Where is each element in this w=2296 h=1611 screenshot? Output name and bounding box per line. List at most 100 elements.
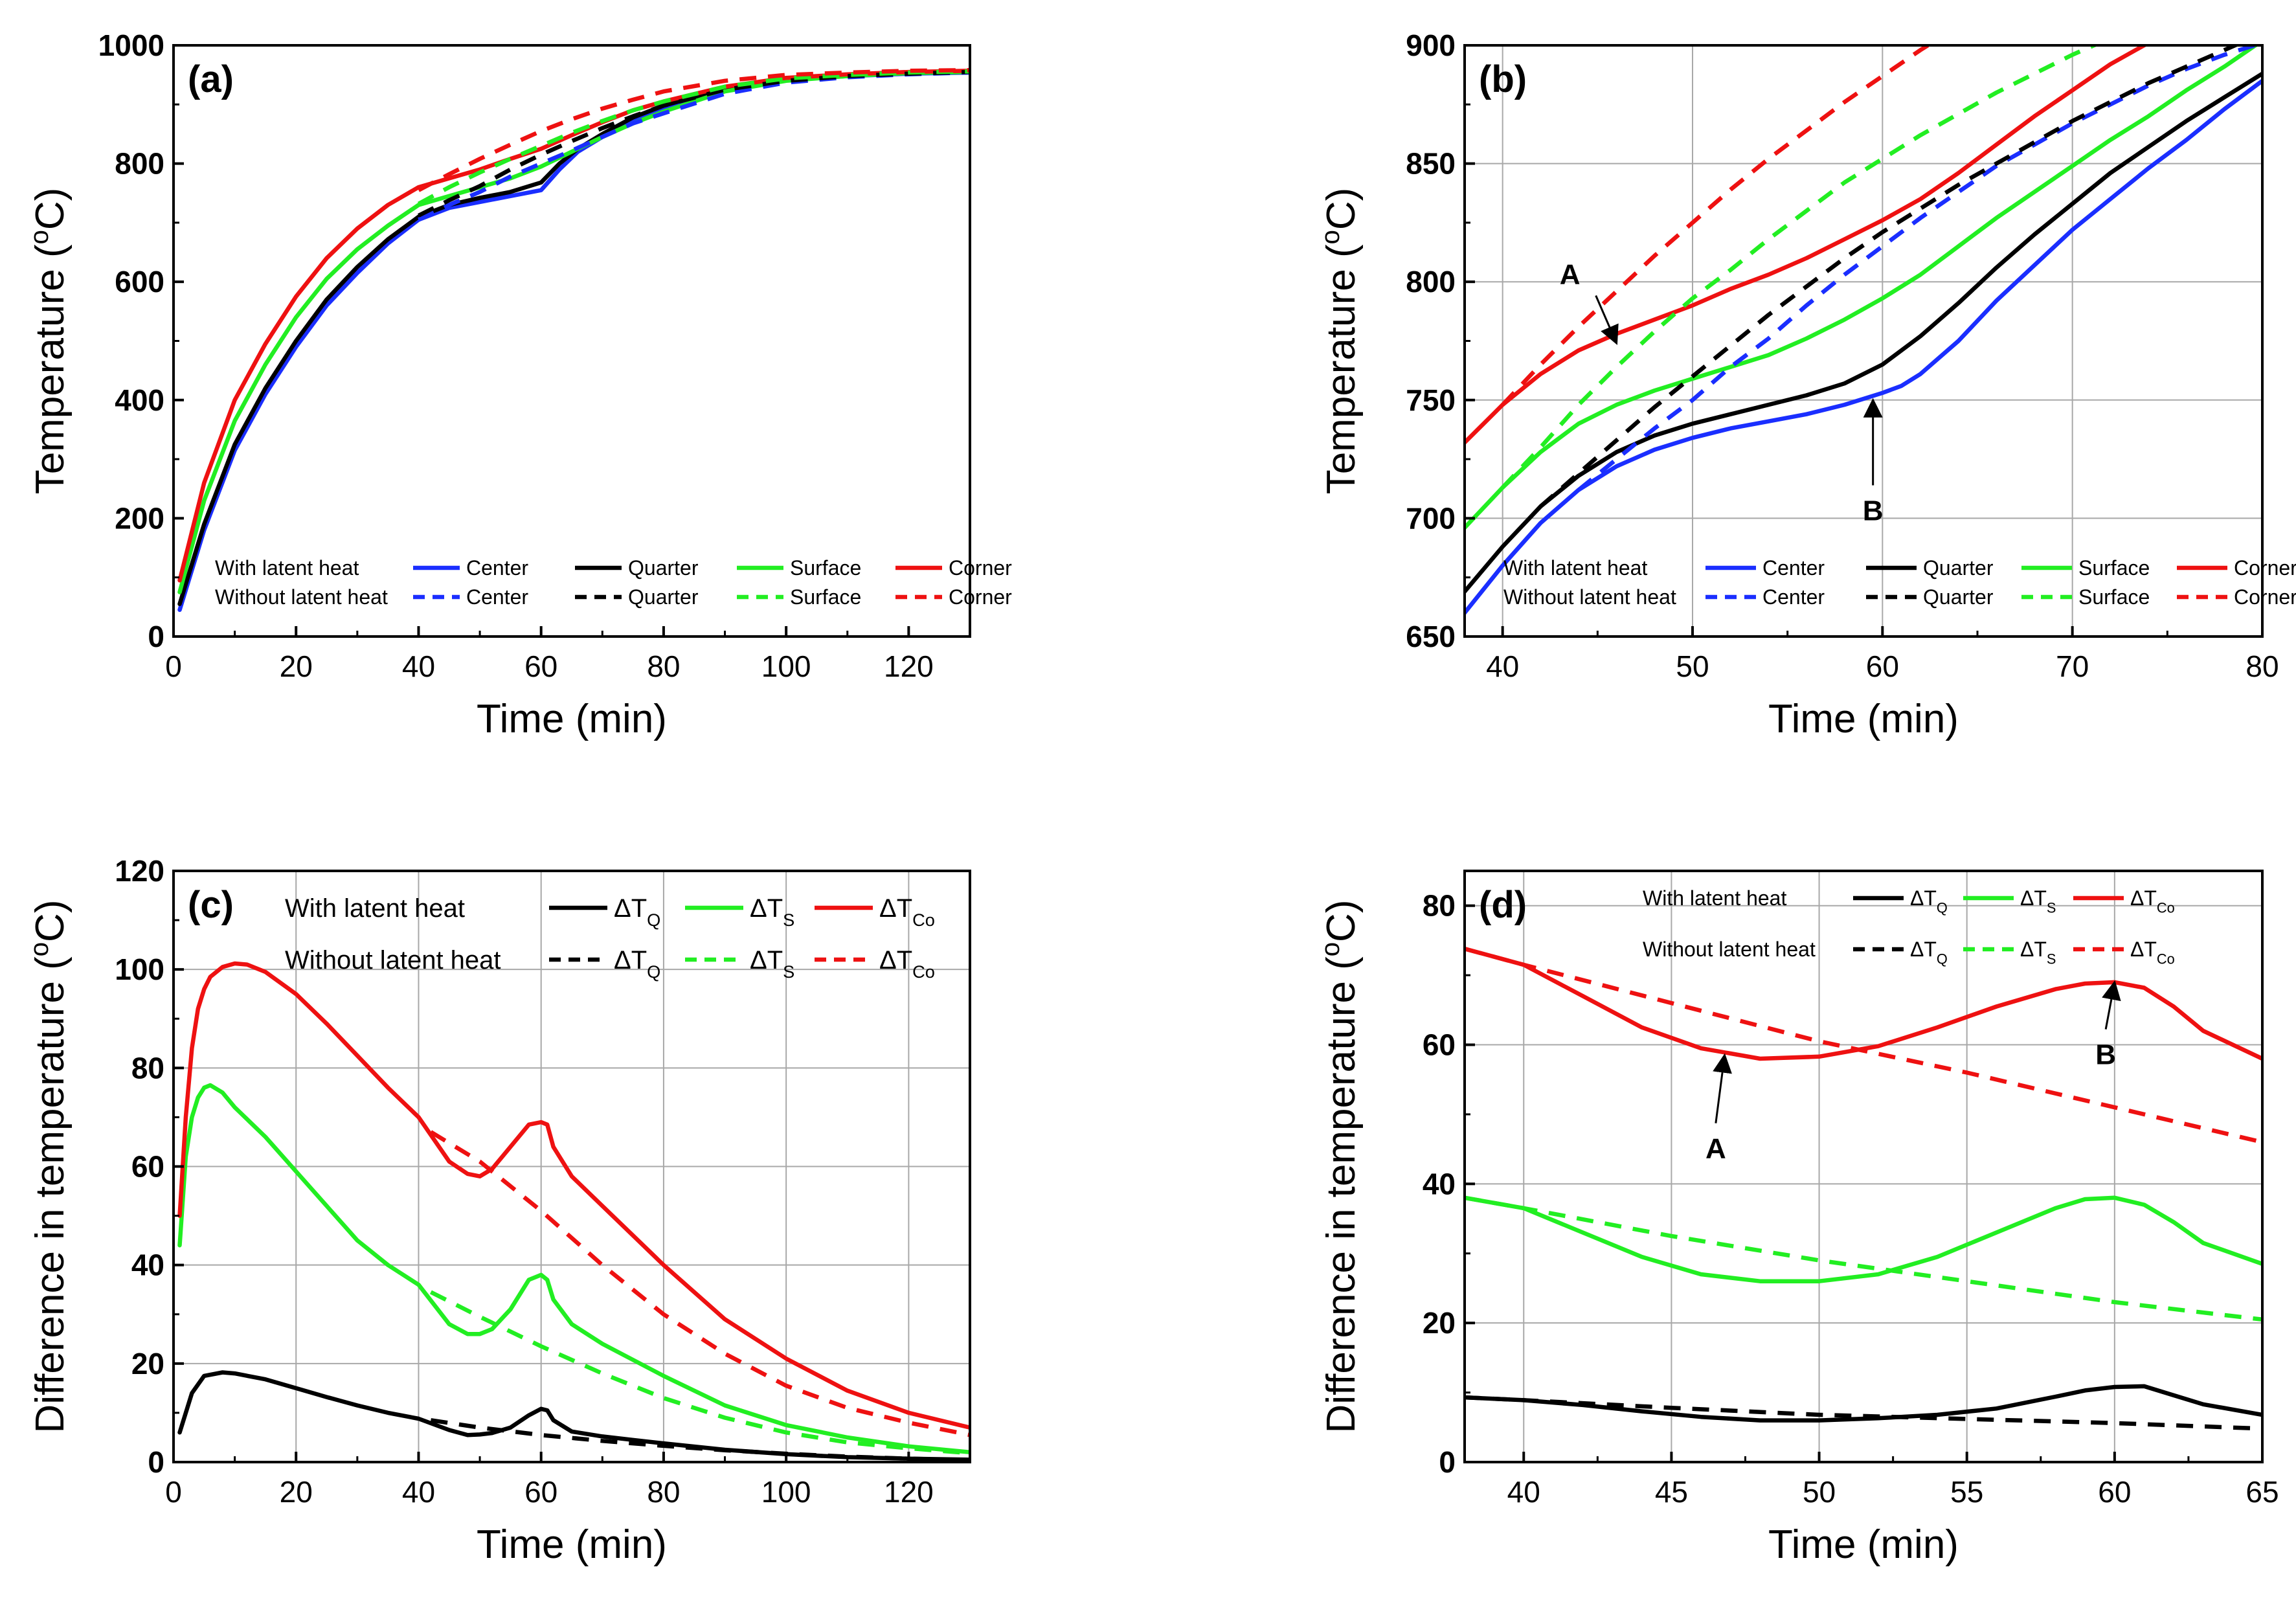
- series-line-corner-solid: [177, 961, 970, 1430]
- legend-label: ΔTCo: [879, 894, 935, 930]
- y-label-part: Temperature (: [1319, 244, 1364, 494]
- y-tick-label: 600: [115, 265, 164, 299]
- y-label-part: Difference in temperature (: [28, 956, 73, 1434]
- annotation-arrow: [1713, 1053, 1732, 1123]
- legend-label-main: Surface: [2078, 585, 2150, 609]
- legend-label-sub: Co: [912, 962, 935, 982]
- y-tick-label: 0: [148, 620, 164, 653]
- legend-label-sub: S: [783, 910, 794, 930]
- x-tick-label: 45: [1655, 1475, 1688, 1509]
- y-tick-label: 850: [1406, 147, 1456, 181]
- y-axis-label: Difference in temperature (oC): [25, 900, 73, 1434]
- x-tick-label: 120: [884, 649, 934, 683]
- legend-label-main: ΔT: [1910, 938, 1937, 961]
- legend-heading: With latent heat: [285, 894, 465, 923]
- legend-label-main: Corner: [2234, 585, 2296, 609]
- legend-heading: Without latent heat: [1643, 938, 1816, 961]
- series-line-quarter-dashed: [1539, 45, 2241, 508]
- y-label-superscript: o: [25, 942, 54, 956]
- legend-label-sub: Q: [647, 910, 660, 930]
- x-tick-label: 60: [524, 649, 557, 683]
- legend-label-main: Quarter: [1923, 556, 1994, 580]
- panel-b: 40 50 60 70 80 650 700 750 800 850 900 Time (min) Te…: [1316, 28, 2296, 741]
- legend-label: ΔTCo: [2130, 938, 2175, 967]
- legend-label-sub: Co: [912, 910, 935, 930]
- panel-label: (a): [188, 58, 234, 100]
- legend-label-main: ΔT: [2020, 886, 2047, 910]
- y-label-part: Temperature (: [28, 244, 73, 494]
- y-tick-label: 80: [1423, 889, 1456, 923]
- legend-label-sub: Q: [1937, 899, 1948, 916]
- series-line-quarter-dashed: [430, 1418, 970, 1462]
- annotation-label: A: [1705, 1133, 1726, 1165]
- legend-label: ΔTS: [2020, 938, 2056, 967]
- legend-label: Surface: [790, 585, 861, 609]
- legend-label-sub: S: [2047, 951, 2056, 967]
- annotation-arrow: [1595, 295, 1619, 345]
- x-axis-label: Time (min): [1768, 697, 1959, 741]
- legend-label: Center: [1762, 556, 1825, 580]
- legend-label: Surface: [2078, 585, 2150, 609]
- x-tick-label: 70: [2056, 649, 2089, 683]
- series-line-surface-solid: [1465, 1195, 2262, 1283]
- panel-label: (c): [188, 884, 234, 926]
- legend-label-main: Center: [466, 556, 528, 580]
- legend-label: ΔTQ: [1910, 886, 1948, 916]
- y-tick-label: 1000: [98, 28, 164, 62]
- legend-label-sub: S: [783, 962, 794, 982]
- legend-label-main: ΔT: [2130, 886, 2157, 910]
- series-line-center-dashed: [418, 70, 970, 222]
- x-tick-label: 80: [647, 1475, 680, 1509]
- panel-c: 0 20 40 60 80 100 120 0 20 40 60 80 100 120 Time (min)…: [25, 854, 971, 1567]
- x-axis-label: Time (min): [477, 697, 667, 741]
- legend-label: ΔTS: [2020, 886, 2056, 916]
- legend-label-main: ΔT: [879, 946, 912, 974]
- legend-label: ΔTS: [750, 894, 794, 930]
- y-tick-label: 80: [131, 1051, 164, 1085]
- y-label-part: C): [28, 188, 73, 230]
- series-line-surface-solid: [177, 69, 970, 594]
- series-line-center-solid: [1465, 78, 2262, 615]
- legend-label-main: Surface: [790, 585, 861, 609]
- legend-label-sub: Co: [2157, 899, 2175, 916]
- annotation-label: A: [1560, 259, 1581, 291]
- y-tick-label: 60: [131, 1150, 164, 1184]
- legend-label-main: Quarter: [628, 556, 699, 580]
- y-tick-label: 900: [1406, 28, 1456, 62]
- legend-label-main: ΔT: [750, 894, 783, 923]
- x-axis-label: Time (min): [1768, 1522, 1959, 1567]
- series-line-corner-dashed: [417, 68, 970, 192]
- series-line-quarter-solid: [1465, 1384, 2262, 1423]
- y-tick-label: 0: [148, 1445, 164, 1479]
- annotation-arrow: [2102, 980, 2121, 1030]
- series-line-quarter-solid: [1465, 71, 2262, 594]
- panel-a: 0 20 40 60 80 100 120 0 200 400 600 800 1000 Time (mi…: [25, 28, 1012, 741]
- legend-label: ΔTQ: [614, 946, 660, 982]
- x-tick-label: 55: [1950, 1475, 1983, 1509]
- plot-frame: [1463, 44, 2264, 638]
- y-label-superscript: o: [25, 230, 54, 244]
- legend-label: Surface: [790, 556, 861, 580]
- y-tick-label: 0: [1439, 1445, 1456, 1479]
- x-tick-label: 100: [761, 649, 811, 683]
- x-tick-label: 80: [647, 649, 680, 683]
- x-tick-label: 40: [1507, 1475, 1540, 1509]
- series-group: [1465, 45, 2262, 615]
- legend-label-main: Center: [466, 585, 528, 609]
- legend-label-main: ΔT: [750, 946, 783, 974]
- legend-label-main: Surface: [790, 556, 861, 580]
- x-tick-label: 80: [2245, 649, 2279, 683]
- series-line-corner-solid: [1465, 45, 2149, 445]
- legend-label: Corner: [2234, 556, 2296, 580]
- legend-label: Corner: [2234, 585, 2296, 609]
- series-line-surface-solid: [177, 1083, 970, 1455]
- series-line-center-dashed: [1577, 45, 2262, 492]
- legend-label-main: ΔT: [879, 894, 912, 923]
- legend-label: Center: [466, 585, 528, 609]
- y-tick-label: 60: [1423, 1028, 1456, 1062]
- legend-label-main: ΔT: [2130, 938, 2157, 961]
- x-tick-label: 60: [524, 1475, 557, 1509]
- legend-label: Corner: [949, 585, 1012, 609]
- legend-label: Surface: [2078, 556, 2150, 580]
